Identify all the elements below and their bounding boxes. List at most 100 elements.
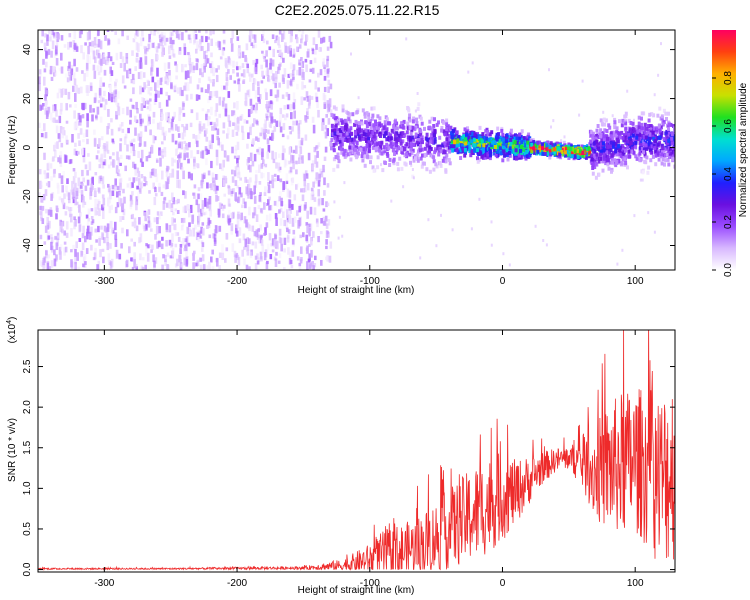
heatmap-cell [73, 148, 77, 156]
heatmap-cell [271, 174, 274, 181]
heatmap-cell [526, 143, 530, 148]
heatmap-cell [277, 260, 281, 264]
heatmap-cell [335, 118, 338, 123]
heatmap-cell [234, 148, 238, 155]
heatmap-cell [298, 205, 301, 213]
heatmap-cell [585, 152, 589, 157]
heatmap-cell [152, 254, 155, 263]
heatmap-cell [326, 183, 330, 188]
heatmap-cell [247, 190, 250, 199]
heatmap-cell [670, 132, 674, 137]
heatmap-cell [133, 258, 136, 268]
heatmap-cell [395, 147, 399, 152]
heatmap-cell [393, 152, 396, 156]
heatmap-cell [96, 106, 100, 115]
heatmap-cell [168, 239, 172, 246]
heatmap-cell [175, 30, 179, 39]
heatmap-cell [280, 243, 283, 252]
heatmap-cell [667, 131, 671, 136]
heatmap-cell [117, 38, 121, 45]
heatmap-cell [306, 115, 309, 120]
heatmap-cell [193, 34, 197, 43]
heatmap-cell [419, 116, 423, 121]
heatmap-cell [278, 120, 282, 127]
heatmap-cell [305, 234, 308, 242]
heatmap-cell [205, 158, 208, 166]
heatmap-cell [84, 42, 87, 46]
heatmap-cell [606, 136, 609, 141]
heatmap-cell [425, 132, 429, 137]
heatmap-cell [65, 103, 68, 111]
heatmap-cell [372, 137, 376, 142]
heatmap-cell [163, 62, 167, 72]
heatmap-cell [236, 163, 240, 168]
heatmap-cell [285, 220, 288, 229]
heatmap-cell [617, 158, 621, 163]
heatmap-cell [619, 135, 623, 140]
heatmap-cell [371, 165, 375, 170]
heatmap-cell [222, 159, 225, 168]
heatmap-cell [103, 143, 106, 148]
heatmap-cell [528, 153, 532, 158]
heatmap-cell [40, 39, 44, 44]
heatmap-cell [463, 127, 467, 132]
heatmap-cell [527, 148, 531, 153]
heatmap-cell [292, 102, 296, 110]
heatmap-cell [657, 157, 661, 162]
heatmap-cell [667, 162, 671, 167]
heatmap-cell [226, 133, 229, 139]
heatmap-cell [455, 130, 459, 135]
heatmap-cell [127, 155, 131, 160]
heatmap-cell [491, 140, 495, 145]
heatmap-cell [352, 151, 356, 156]
heatmap-cell [113, 90, 116, 99]
heatmap-cell [130, 257, 133, 262]
heatmap-cell [471, 135, 475, 140]
heatmap-cell [445, 124, 449, 129]
heatmap-cell [313, 57, 317, 63]
heatmap-cell [214, 185, 218, 195]
heatmap-cell [102, 256, 105, 264]
heatmap-cell [176, 170, 179, 179]
heatmap-cell [604, 161, 608, 166]
heatmap-cell [540, 149, 544, 154]
heatmap-cell [154, 193, 158, 197]
heatmap-cell [334, 123, 338, 128]
heatmap-cell [205, 54, 208, 64]
heatmap-cell [310, 249, 313, 258]
heatmap-cell [514, 151, 518, 156]
heatmap-cell [98, 187, 101, 194]
heatmap-cell [382, 125, 386, 130]
spectrogram-x-axis: -300 -200 -100 0 100 [94, 30, 644, 287]
heatmap-cell [152, 111, 156, 118]
heatmap-cell [183, 47, 187, 56]
heatmap-cell [397, 145, 401, 150]
heatmap-cell [643, 152, 647, 157]
heatmap-cell [299, 120, 302, 125]
heatmap-cell [416, 92, 419, 95]
heatmap-cell [103, 57, 106, 64]
heatmap-cell [74, 104, 77, 108]
heatmap-cell [160, 41, 163, 47]
heatmap-cell [540, 142, 544, 147]
heatmap-cell [257, 228, 260, 232]
heatmap-cell [114, 238, 118, 247]
heatmap-cell [351, 112, 355, 117]
heatmap-cell [144, 46, 147, 54]
snr-y-multiplier: (x104) [6, 317, 18, 344]
heatmap-cell [244, 97, 248, 107]
heatmap-cell [421, 161, 425, 166]
heatmap-cell [92, 64, 96, 71]
heatmap-cell [603, 122, 607, 127]
heatmap-cell [271, 59, 275, 67]
heatmap-cell [412, 116, 416, 121]
heatmap-cell [251, 161, 255, 167]
heatmap-cell [530, 142, 534, 147]
heatmap-cell [77, 266, 80, 270]
heatmap-cell [197, 94, 201, 100]
heatmap-cell [182, 170, 185, 180]
heatmap-cell [363, 114, 367, 119]
heatmap-cell [291, 217, 295, 227]
heatmap-cell [599, 149, 603, 154]
heatmap-cell [114, 221, 117, 231]
